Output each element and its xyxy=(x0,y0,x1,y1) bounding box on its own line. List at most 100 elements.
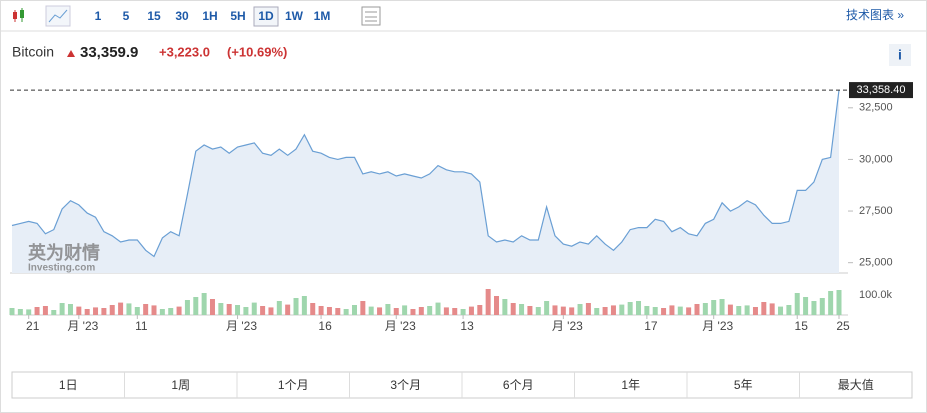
volume-bar xyxy=(711,300,717,315)
volume-bar xyxy=(435,302,441,315)
volume-bar xyxy=(761,302,767,315)
volume-bar xyxy=(727,304,733,315)
range-button[interactable]: 最大值 xyxy=(838,377,874,392)
volume-bar xyxy=(585,303,591,315)
volume-bar xyxy=(652,307,658,315)
price: 33,359.9 xyxy=(80,44,138,61)
y-tick-label: 27,500 xyxy=(859,205,893,217)
volume-bar xyxy=(377,307,383,315)
volume-bar xyxy=(209,299,215,315)
volume-bar xyxy=(351,305,357,315)
range-button[interactable]: 1日 xyxy=(59,378,78,392)
volume-bar xyxy=(34,307,40,315)
up-arrow xyxy=(67,50,75,57)
change: +3,223.0 xyxy=(159,44,210,59)
range-button[interactable]: 3个月 xyxy=(390,378,421,392)
volume-bar xyxy=(260,306,266,315)
volume-bar xyxy=(276,301,282,315)
volume-bar xyxy=(577,304,583,315)
volume-bar xyxy=(677,306,683,315)
interval-button[interactable]: 5H xyxy=(230,9,245,23)
volume-bar xyxy=(268,307,274,315)
range-button[interactable]: 1周 xyxy=(171,378,190,392)
volume-bar xyxy=(686,307,692,315)
last-price-label: 33,358.40 xyxy=(857,84,906,96)
asset-name: Bitcoin xyxy=(12,44,54,60)
volume-bar xyxy=(285,304,291,315)
volume-bar xyxy=(168,308,174,315)
volume-bar xyxy=(109,305,115,315)
volume-bar xyxy=(778,306,784,315)
volume-tick-label: 100.0k xyxy=(859,289,893,301)
volume-bar xyxy=(468,306,474,315)
range-button[interactable]: 5年 xyxy=(734,378,753,392)
range-button[interactable]: 6个月 xyxy=(503,378,534,392)
x-tick-label: 月 '23 xyxy=(552,319,583,333)
volume-bar xyxy=(460,309,466,315)
interval-button[interactable]: 15 xyxy=(147,9,161,23)
interval-button[interactable]: 5 xyxy=(123,9,130,23)
y-tick-label: 30,000 xyxy=(859,153,893,165)
volume-bar xyxy=(368,306,374,315)
area-icon[interactable] xyxy=(45,5,71,27)
volume-bar xyxy=(9,308,15,315)
volume-bar xyxy=(569,307,575,315)
volume-bar xyxy=(134,307,140,315)
volume-bar xyxy=(402,305,408,315)
range-button[interactable]: 1个月 xyxy=(278,378,309,392)
range-button[interactable]: 1年 xyxy=(621,378,640,392)
area-fill xyxy=(12,90,839,273)
y-tick-label: 25,000 xyxy=(859,257,893,269)
x-tick-label: 25 xyxy=(836,319,850,333)
x-tick-label: 13 xyxy=(460,319,474,333)
volume-bar xyxy=(226,304,232,315)
interval-button[interactable]: 1D xyxy=(258,9,274,23)
volume-bar xyxy=(343,309,349,315)
volume-bar xyxy=(93,307,99,315)
volume-bar xyxy=(427,306,433,315)
volume-bar xyxy=(126,303,132,315)
volume-bar xyxy=(661,308,667,315)
last-price-box xyxy=(849,82,913,99)
volume-bar xyxy=(769,303,775,315)
volume-bar xyxy=(360,301,366,315)
volume-bar xyxy=(76,306,82,315)
x-tick-label: 17 xyxy=(644,319,658,333)
volume-bar xyxy=(828,291,834,315)
change-pct: (+10.69%) xyxy=(227,44,287,59)
interval-button[interactable]: 1M xyxy=(314,9,331,23)
tech-link[interactable]: 技术图表 » xyxy=(846,8,904,22)
interval-button[interactable]: 1 xyxy=(95,9,102,23)
table-icon[interactable] xyxy=(361,6,381,26)
volume-bar xyxy=(836,290,842,315)
volume-bar xyxy=(786,305,792,315)
info-button[interactable] xyxy=(889,44,911,66)
volume-bar xyxy=(794,293,800,315)
volume-bar xyxy=(418,307,424,315)
volume-bar xyxy=(494,296,500,315)
volume-bar xyxy=(385,304,391,315)
volume-bar xyxy=(803,297,809,315)
volume-bar xyxy=(326,307,332,315)
volume-bar xyxy=(627,302,633,315)
interval-button[interactable]: 1W xyxy=(285,9,304,23)
volume-bar xyxy=(201,293,207,315)
watermark-brand: 英为财情 xyxy=(27,242,100,263)
volume-bar xyxy=(819,298,825,315)
interval-selected xyxy=(253,6,279,27)
volume-bar xyxy=(636,301,642,315)
candle-icon[interactable] xyxy=(13,8,24,22)
volume-bar xyxy=(42,306,48,315)
volume-bar xyxy=(310,303,316,315)
interval-button[interactable]: 30 xyxy=(175,9,189,23)
info-label: i xyxy=(898,47,902,63)
interval-button[interactable]: 1H xyxy=(202,9,217,23)
volume-bar xyxy=(235,305,241,315)
volume-bar xyxy=(527,306,533,315)
x-tick-label: 16 xyxy=(318,319,332,333)
x-tick-label: 月 '23 xyxy=(702,319,733,333)
x-tick-label: 月 '23 xyxy=(67,319,98,333)
volume-bar xyxy=(51,310,57,315)
